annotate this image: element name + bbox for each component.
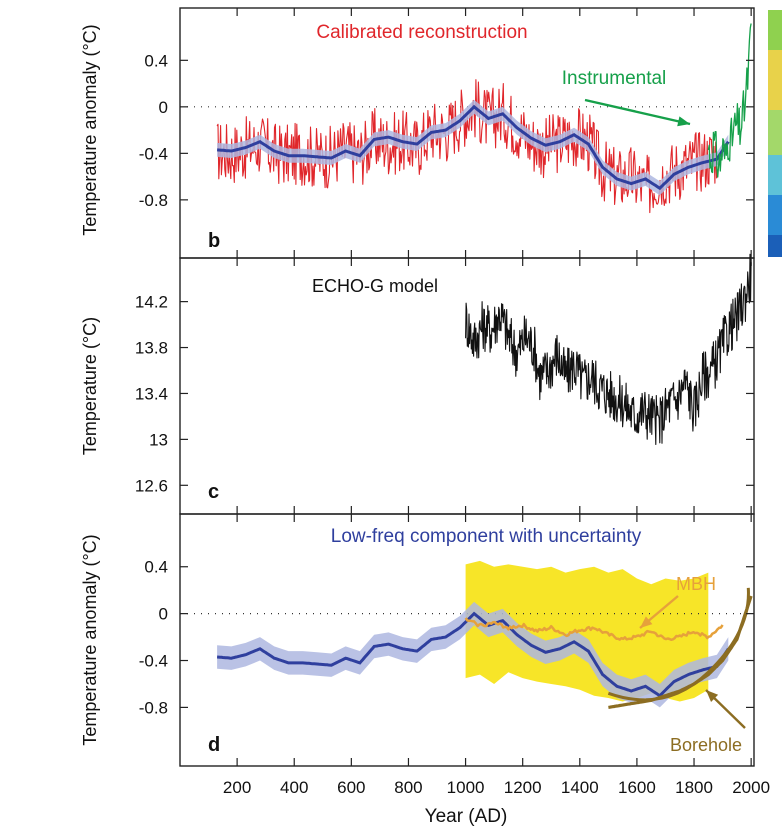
y-tick-label: 0 <box>159 98 168 117</box>
x-tick-label: 1200 <box>504 778 542 797</box>
x-axis-label: Year (AD) <box>425 806 508 827</box>
panel-c-plot <box>236 253 752 514</box>
instrumental-arrow <box>584 98 691 127</box>
lowfreq-uncertainty-band <box>217 601 729 708</box>
borehole-series-line-2 <box>607 587 750 702</box>
panel-b-instrumental-label: Instrumental <box>562 68 667 89</box>
x-tick-label: 200 <box>223 778 251 797</box>
panel-c-title: ECHO-G model <box>312 276 438 296</box>
y-tick-label: 13.4 <box>135 384 168 403</box>
panel-d-frame <box>179 513 755 767</box>
y-tick-label: -0.4 <box>139 144 168 163</box>
x-tick-label: 2000 <box>732 778 770 797</box>
x-tick-label: 1000 <box>447 778 485 797</box>
panel-d-plot <box>180 514 754 766</box>
y-tick-label: 0 <box>159 605 168 624</box>
panel-c-frame <box>179 257 755 515</box>
x-tick-label: 1600 <box>618 778 656 797</box>
borehole-arrow <box>705 689 746 729</box>
panel-c-letter: c <box>208 481 219 503</box>
panel-d-title: Low-freq component with uncertainty <box>331 526 642 547</box>
panel-d-mbh-label: MBH <box>676 574 716 594</box>
y-tick-label: 0.4 <box>144 558 168 577</box>
y-tick-label: -0.4 <box>139 652 168 671</box>
panel-d-borehole-label: Borehole <box>670 735 742 755</box>
reconstruction-series-line <box>216 79 718 214</box>
x-tick-label: 400 <box>280 778 308 797</box>
x-tick-label: 800 <box>394 778 422 797</box>
x-tick-label: 1400 <box>561 778 599 797</box>
y-tick-label: 12.6 <box>135 476 168 495</box>
uncertainty-band <box>465 560 709 702</box>
model-series-line <box>465 253 752 446</box>
y-tick-label: 0.4 <box>144 51 168 70</box>
lowfreq-series-line <box>217 611 730 698</box>
mbh-arrow <box>639 595 679 629</box>
y-axis-ticks: 0.4 0 -0.4 -0.8 14.2 13.8 13.4 13 12.6 0.4 0 -0.4 -0… <box>135 51 754 717</box>
panel-b-letter: b <box>208 230 220 252</box>
lowfreq-series-line <box>217 104 730 191</box>
panel-d-ylabel: Temperature anomaly (°C) <box>80 534 100 745</box>
panel-d-letter: d <box>208 734 220 756</box>
instrumental-series-line <box>707 23 752 178</box>
y-tick-label: 13 <box>149 430 168 449</box>
y-tick-label: -0.8 <box>139 191 168 210</box>
x-axis-ticks: 200 400 600 800 1000 1200 1400 1600 1800 2000 <box>223 778 770 797</box>
panel-b-title: Calibrated reconstruction <box>316 22 527 43</box>
y-tick-label: -0.8 <box>139 698 168 717</box>
panel-c-ylabel: Temperature (°C) <box>80 317 100 455</box>
side-strip <box>768 10 782 257</box>
y-tick-label: 13.8 <box>135 339 168 358</box>
y-tick-label: 14.2 <box>135 293 168 312</box>
panel-b-plot <box>180 8 754 258</box>
mbh-series-line <box>464 617 724 642</box>
x-tick-label: 600 <box>337 778 365 797</box>
panel-b-ylabel: Temperature anomaly (°C) <box>80 24 100 235</box>
x-tick-label: 1800 <box>675 778 713 797</box>
